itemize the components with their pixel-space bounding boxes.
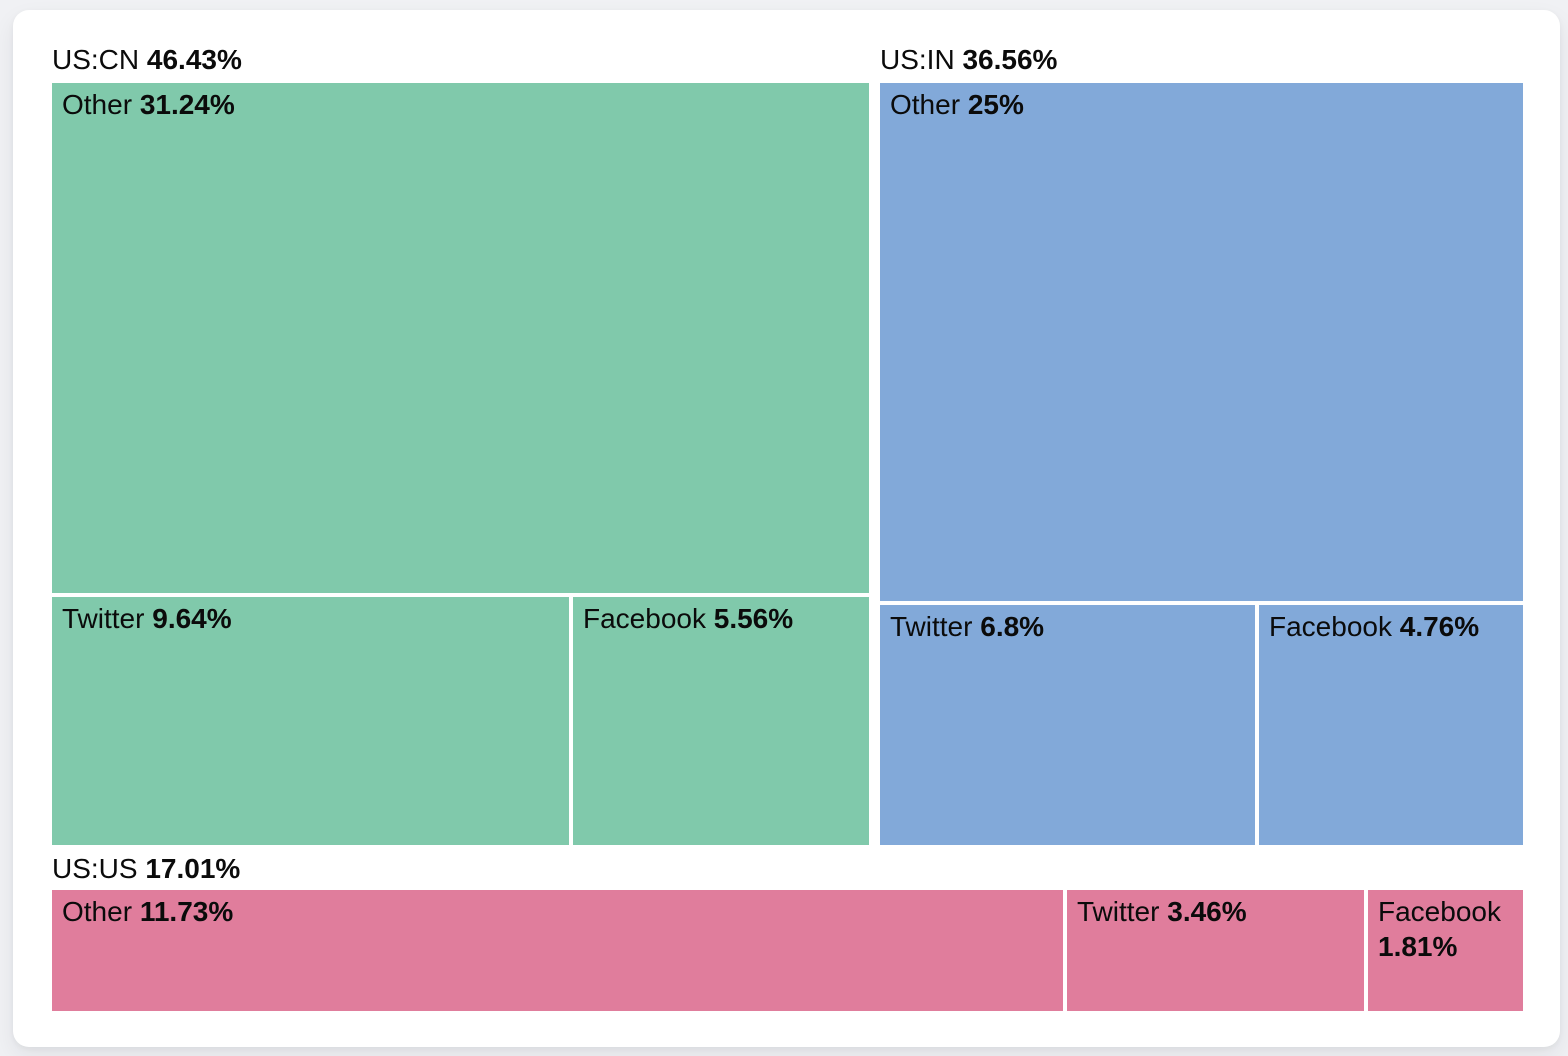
cell-value: 5.56%	[713, 603, 794, 634]
cell-value: 11.73%	[139, 896, 234, 927]
cell-label: Facebook 4.76%	[1259, 605, 1523, 644]
cell-name: Other	[62, 89, 133, 120]
cell-name: Facebook	[583, 603, 706, 634]
cell-value: 9.64%	[152, 603, 232, 634]
group-value: 36.56%	[962, 44, 1058, 75]
cell-name: Twitter	[1077, 896, 1160, 927]
cell-value: 4.76%	[1399, 611, 1480, 642]
chart-card: US:CN 46.43% Other 31.24% Twitter 9.64% …	[13, 10, 1560, 1047]
cell-name: Twitter	[890, 611, 973, 642]
cell-name: Facebook	[1378, 896, 1501, 927]
group-label: US:IN	[880, 44, 955, 75]
treemap-cell-us-cn-facebook[interactable]: Facebook 5.56%	[573, 597, 869, 845]
treemap-cell-us-in-other[interactable]: Other 25%	[880, 83, 1523, 601]
treemap-cell-us-cn-twitter[interactable]: Twitter 9.64%	[52, 597, 569, 845]
treemap-group-header-us-in[interactable]: US:IN 36.56%	[880, 42, 1057, 78]
treemap-cell-us-in-twitter[interactable]: Twitter 6.8%	[880, 605, 1255, 845]
cell-label: Facebook 1.81%	[1368, 890, 1523, 964]
cell-value: 3.46%	[1167, 896, 1247, 927]
treemap-cell-us-us-other[interactable]: Other 11.73%	[52, 890, 1063, 1011]
group-label: US:US	[52, 853, 138, 884]
cell-value: 1.81%	[1378, 931, 1458, 962]
cell-value: 6.8%	[980, 611, 1045, 642]
cell-name: Twitter	[62, 603, 145, 634]
treemap-cell-us-us-twitter[interactable]: Twitter 3.46%	[1067, 890, 1364, 1011]
cell-label: Other 25%	[880, 83, 1523, 122]
group-value: 46.43%	[146, 44, 242, 75]
treemap-cell-us-cn-other[interactable]: Other 31.24%	[52, 83, 869, 593]
cell-label: Facebook 5.56%	[573, 597, 869, 636]
cell-label: Other 11.73%	[52, 890, 1063, 929]
group-label: US:CN	[52, 44, 140, 75]
treemap-cell-us-us-facebook[interactable]: Facebook 1.81%	[1368, 890, 1523, 1011]
cell-label: Other 31.24%	[52, 83, 869, 122]
cell-value: 31.24%	[139, 89, 235, 120]
cell-name: Other	[62, 896, 133, 927]
treemap-group-header-us-cn[interactable]: US:CN 46.43%	[52, 42, 242, 78]
cell-name: Other	[890, 89, 961, 120]
cell-value: 25%	[967, 89, 1024, 120]
cell-label: Twitter 3.46%	[1067, 890, 1364, 929]
cell-label: Twitter 6.8%	[880, 605, 1255, 644]
cell-label: Twitter 9.64%	[52, 597, 569, 636]
group-value: 17.01%	[145, 853, 241, 884]
treemap-group-header-us-us[interactable]: US:US 17.01%	[52, 851, 240, 887]
treemap: US:CN 46.43% Other 31.24% Twitter 9.64% …	[13, 10, 1560, 1047]
cell-name: Facebook	[1269, 611, 1392, 642]
treemap-cell-us-in-facebook[interactable]: Facebook 4.76%	[1259, 605, 1523, 845]
